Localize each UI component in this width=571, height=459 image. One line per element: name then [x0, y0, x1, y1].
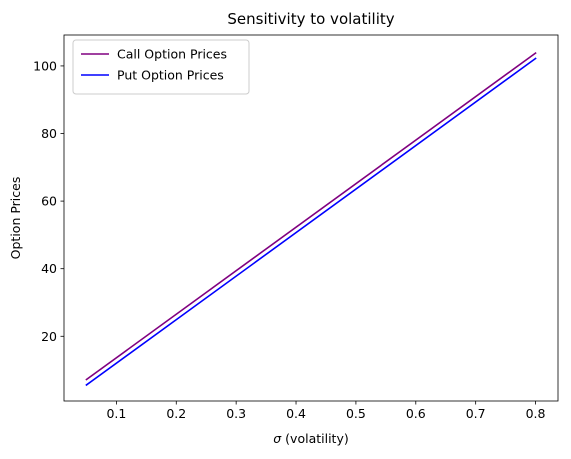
legend-label: Put Option Prices [117, 68, 224, 83]
x-tick-label: 0.6 [406, 406, 426, 421]
legend: Call Option Prices Put Option Prices [72, 39, 250, 95]
x-axis-title-text: (volatility) [281, 431, 349, 446]
series-layer [85, 51, 537, 387]
x-tick-label: 0.2 [166, 406, 186, 421]
x-tick-label: 0.3 [226, 406, 246, 421]
y-tick-label: 40 [41, 261, 57, 276]
x-axis-ticks: 0.1 0.2 0.3 0.4 0.5 0.6 0.7 0.8 [106, 401, 546, 421]
plot-frame [63, 34, 559, 402]
x-tick-label: 0.4 [286, 406, 306, 421]
y-axis-ticks: 20 40 60 80 100 [33, 58, 64, 344]
x-tick-label: 0.7 [466, 406, 486, 421]
x-tick-label: 0.8 [526, 406, 546, 421]
y-tick-label: 60 [41, 194, 57, 209]
chart-title: Sensitivity to volatility [227, 10, 394, 28]
legend-box [72, 39, 250, 95]
x-axis-title: σ (volatility) [273, 431, 348, 446]
series-line-call [85, 51, 537, 381]
x-axis-title-symbol: σ [273, 431, 282, 446]
y-tick-label: 80 [41, 126, 57, 141]
y-tick-label: 20 [41, 329, 57, 344]
legend-label: Call Option Prices [117, 47, 227, 62]
y-axis-title: Option Prices [8, 177, 23, 260]
x-tick-label: 0.1 [106, 406, 126, 421]
series-line-put [85, 57, 537, 387]
x-tick-label: 0.5 [346, 406, 366, 421]
y-tick-label: 100 [33, 58, 57, 73]
